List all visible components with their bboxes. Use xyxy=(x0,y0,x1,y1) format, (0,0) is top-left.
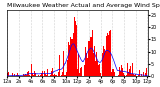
Text: Milwaukee Weather Actual and Average Wind Speed by Minute mph (Last 24 Hours): Milwaukee Weather Actual and Average Win… xyxy=(7,3,160,8)
